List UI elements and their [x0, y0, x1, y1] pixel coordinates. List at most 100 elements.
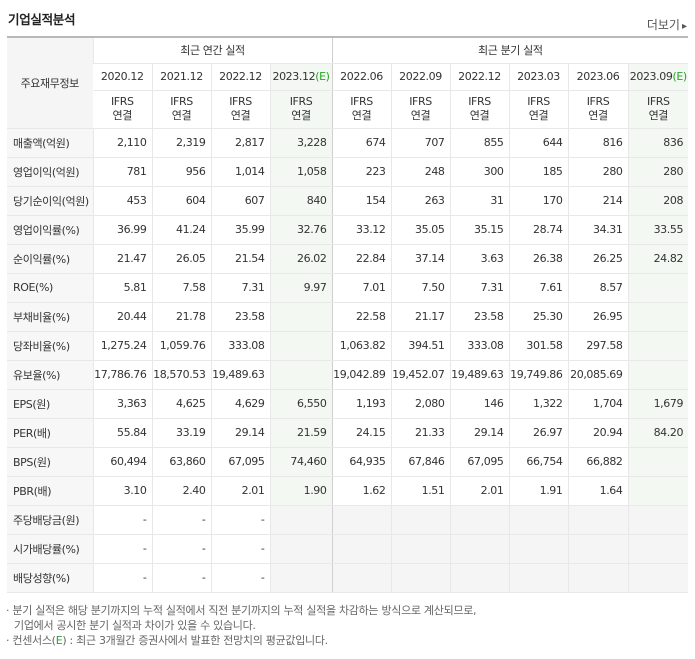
table-row: 당기순이익(억원) 453 604 607 840 154 263 31 170 214 208 [7, 186, 689, 216]
table-row: 영업이익(억원) 781 956 1,014 1,058 223 248 300 185 280 2… [7, 157, 689, 187]
table-cell: 1,063.82 [331, 331, 392, 361]
ifrs-label: IFRS [229, 95, 252, 108]
more-label: 더보기 [646, 18, 680, 32]
table-cell: 836 [627, 127, 689, 158]
accounting-standard-header: IFRS 연결 [151, 90, 211, 129]
period-header: 2023.03 [508, 63, 569, 91]
table-cell: 146 [449, 388, 510, 419]
table-cell: 64,935 [331, 447, 392, 477]
corner-header: 주요재무정보 [7, 37, 93, 129]
consolidated-label: 연결 [588, 109, 608, 122]
table-cell [627, 331, 689, 361]
table-cell [627, 360, 689, 390]
table-cell: 21.78 [151, 301, 211, 332]
table-cell: 1,058 [269, 157, 333, 187]
accounting-standard-header: IFRS 연결 [567, 90, 629, 129]
table-cell: 67,846 [390, 447, 451, 477]
period-header: 2020.12 [93, 63, 152, 91]
period-header: 2022.12 [210, 63, 270, 91]
table-cell: 74,460 [269, 447, 333, 477]
table-cell: 840 [269, 186, 333, 216]
consolidated-label: 연결 [230, 109, 251, 122]
table-cell: 6,550 [269, 388, 333, 419]
table-cell [269, 534, 333, 564]
table-row: BPS(원) 60,494 63,860 67,095 74,460 64,935 67,8… [7, 447, 689, 477]
row-label: 유보율(%) [7, 360, 93, 390]
row-label: 당좌비율(%) [7, 331, 93, 361]
table-cell: - [92, 504, 152, 535]
table-cell [627, 447, 689, 477]
period-header: 2022.09 [390, 63, 451, 91]
table-cell: 19,749.86 [508, 360, 569, 390]
table-cell: 1,275.24 [92, 331, 152, 361]
table-cell: 1.91 [508, 476, 569, 506]
table-cell [269, 331, 333, 361]
table-row: 주당배당금(원) - - - [7, 504, 689, 535]
table-cell [627, 504, 689, 535]
table-cell: 29.14 [210, 418, 270, 448]
financial-summary-table: 주요재무정보 최근 연간 실적 최근 분기 실적 2020.12 2021.12 2022… [7, 36, 689, 593]
table-cell: 22.58 [331, 301, 392, 332]
table-cell: 60,494 [92, 447, 152, 477]
table-cell: 3.63 [449, 244, 510, 274]
row-label: 주당배당금(원) [7, 504, 93, 535]
period-header: 2023.09(E) [627, 63, 689, 91]
table-cell: 2.01 [449, 476, 510, 506]
table-cell: - [92, 534, 152, 564]
footnote-text: 컨센서스( [12, 634, 56, 647]
table-cell: 20.44 [92, 301, 152, 332]
table-cell: 1,322 [508, 388, 569, 419]
table-cell: 24.15 [331, 418, 392, 448]
row-label: PER(배) [7, 418, 93, 448]
table-cell: 1,014 [210, 157, 270, 187]
table-cell: 33.55 [627, 214, 689, 245]
accounting-standard-header: IFRS 연결 [508, 90, 569, 129]
more-link[interactable]: 더보기 ▸ [647, 16, 687, 33]
ifrs-label: IFRS [527, 95, 550, 108]
table-cell [269, 301, 333, 332]
table-cell [390, 534, 451, 564]
row-label: 순이익률(%) [7, 244, 93, 274]
table-cell: 66,754 [508, 447, 569, 477]
table-cell: 66,882 [567, 447, 629, 477]
table-row: 당좌비율(%) 1,275.24 1,059.76 333.08 1,063.82 394… [7, 331, 689, 361]
table-cell [331, 534, 392, 564]
table-cell: 20.94 [567, 418, 629, 448]
table-cell: 2,319 [151, 127, 211, 158]
table-cell: 333.08 [449, 331, 510, 361]
table-cell: 214 [567, 186, 629, 216]
table-cell: 1.64 [567, 476, 629, 506]
table-row: 순이익률(%) 21.47 26.05 21.54 26.02 22.84 37.14 3.6… [7, 244, 689, 274]
table-cell: 297.58 [567, 331, 629, 361]
ifrs-label: IFRS [350, 95, 373, 108]
table-cell: 7.58 [151, 273, 211, 303]
table-cell: 280 [567, 157, 629, 187]
accounting-standard-header: IFRS 연결 [449, 90, 510, 129]
footnotes: · 분기 실적은 해당 분기까지의 누적 실적에서 직전 분기까지의 누적 실적… [6, 603, 477, 648]
table-cell: 333.08 [210, 331, 270, 361]
table-cell: 20,085.69 [567, 360, 629, 390]
table-cell: 1,059.76 [151, 331, 211, 361]
table-row: 매출액(억원) 2,110 2,319 2,817 3,228 674 707 855 644 8… [7, 127, 689, 158]
table-cell: 9.97 [269, 273, 333, 303]
table-cell: 3,228 [269, 127, 333, 158]
table-cell: 1.51 [390, 476, 451, 506]
table-cell: 7.61 [508, 273, 569, 303]
table-cell: 1,679 [627, 388, 689, 419]
table-cell [627, 563, 689, 593]
table-cell: 707 [390, 127, 451, 158]
table-cell: 21.54 [210, 244, 270, 274]
estimate-mark: (E) [315, 70, 330, 83]
table-cell: 33.12 [331, 214, 392, 245]
table-cell: 2,817 [210, 127, 270, 158]
table-cell: 35.15 [449, 214, 510, 245]
table-cell: 263 [390, 186, 451, 216]
table-cell: 23.58 [210, 301, 270, 332]
table-cell: 453 [92, 186, 152, 216]
table-cell [567, 563, 629, 593]
table-cell: 26.02 [269, 244, 333, 274]
table-row: 부채비율(%) 20.44 21.78 23.58 22.58 21.17 23.58 25.… [7, 301, 689, 332]
accounting-standard-header: IFRS 연결 [390, 90, 451, 129]
table-cell: 7.31 [210, 273, 270, 303]
table-cell: - [210, 504, 270, 535]
